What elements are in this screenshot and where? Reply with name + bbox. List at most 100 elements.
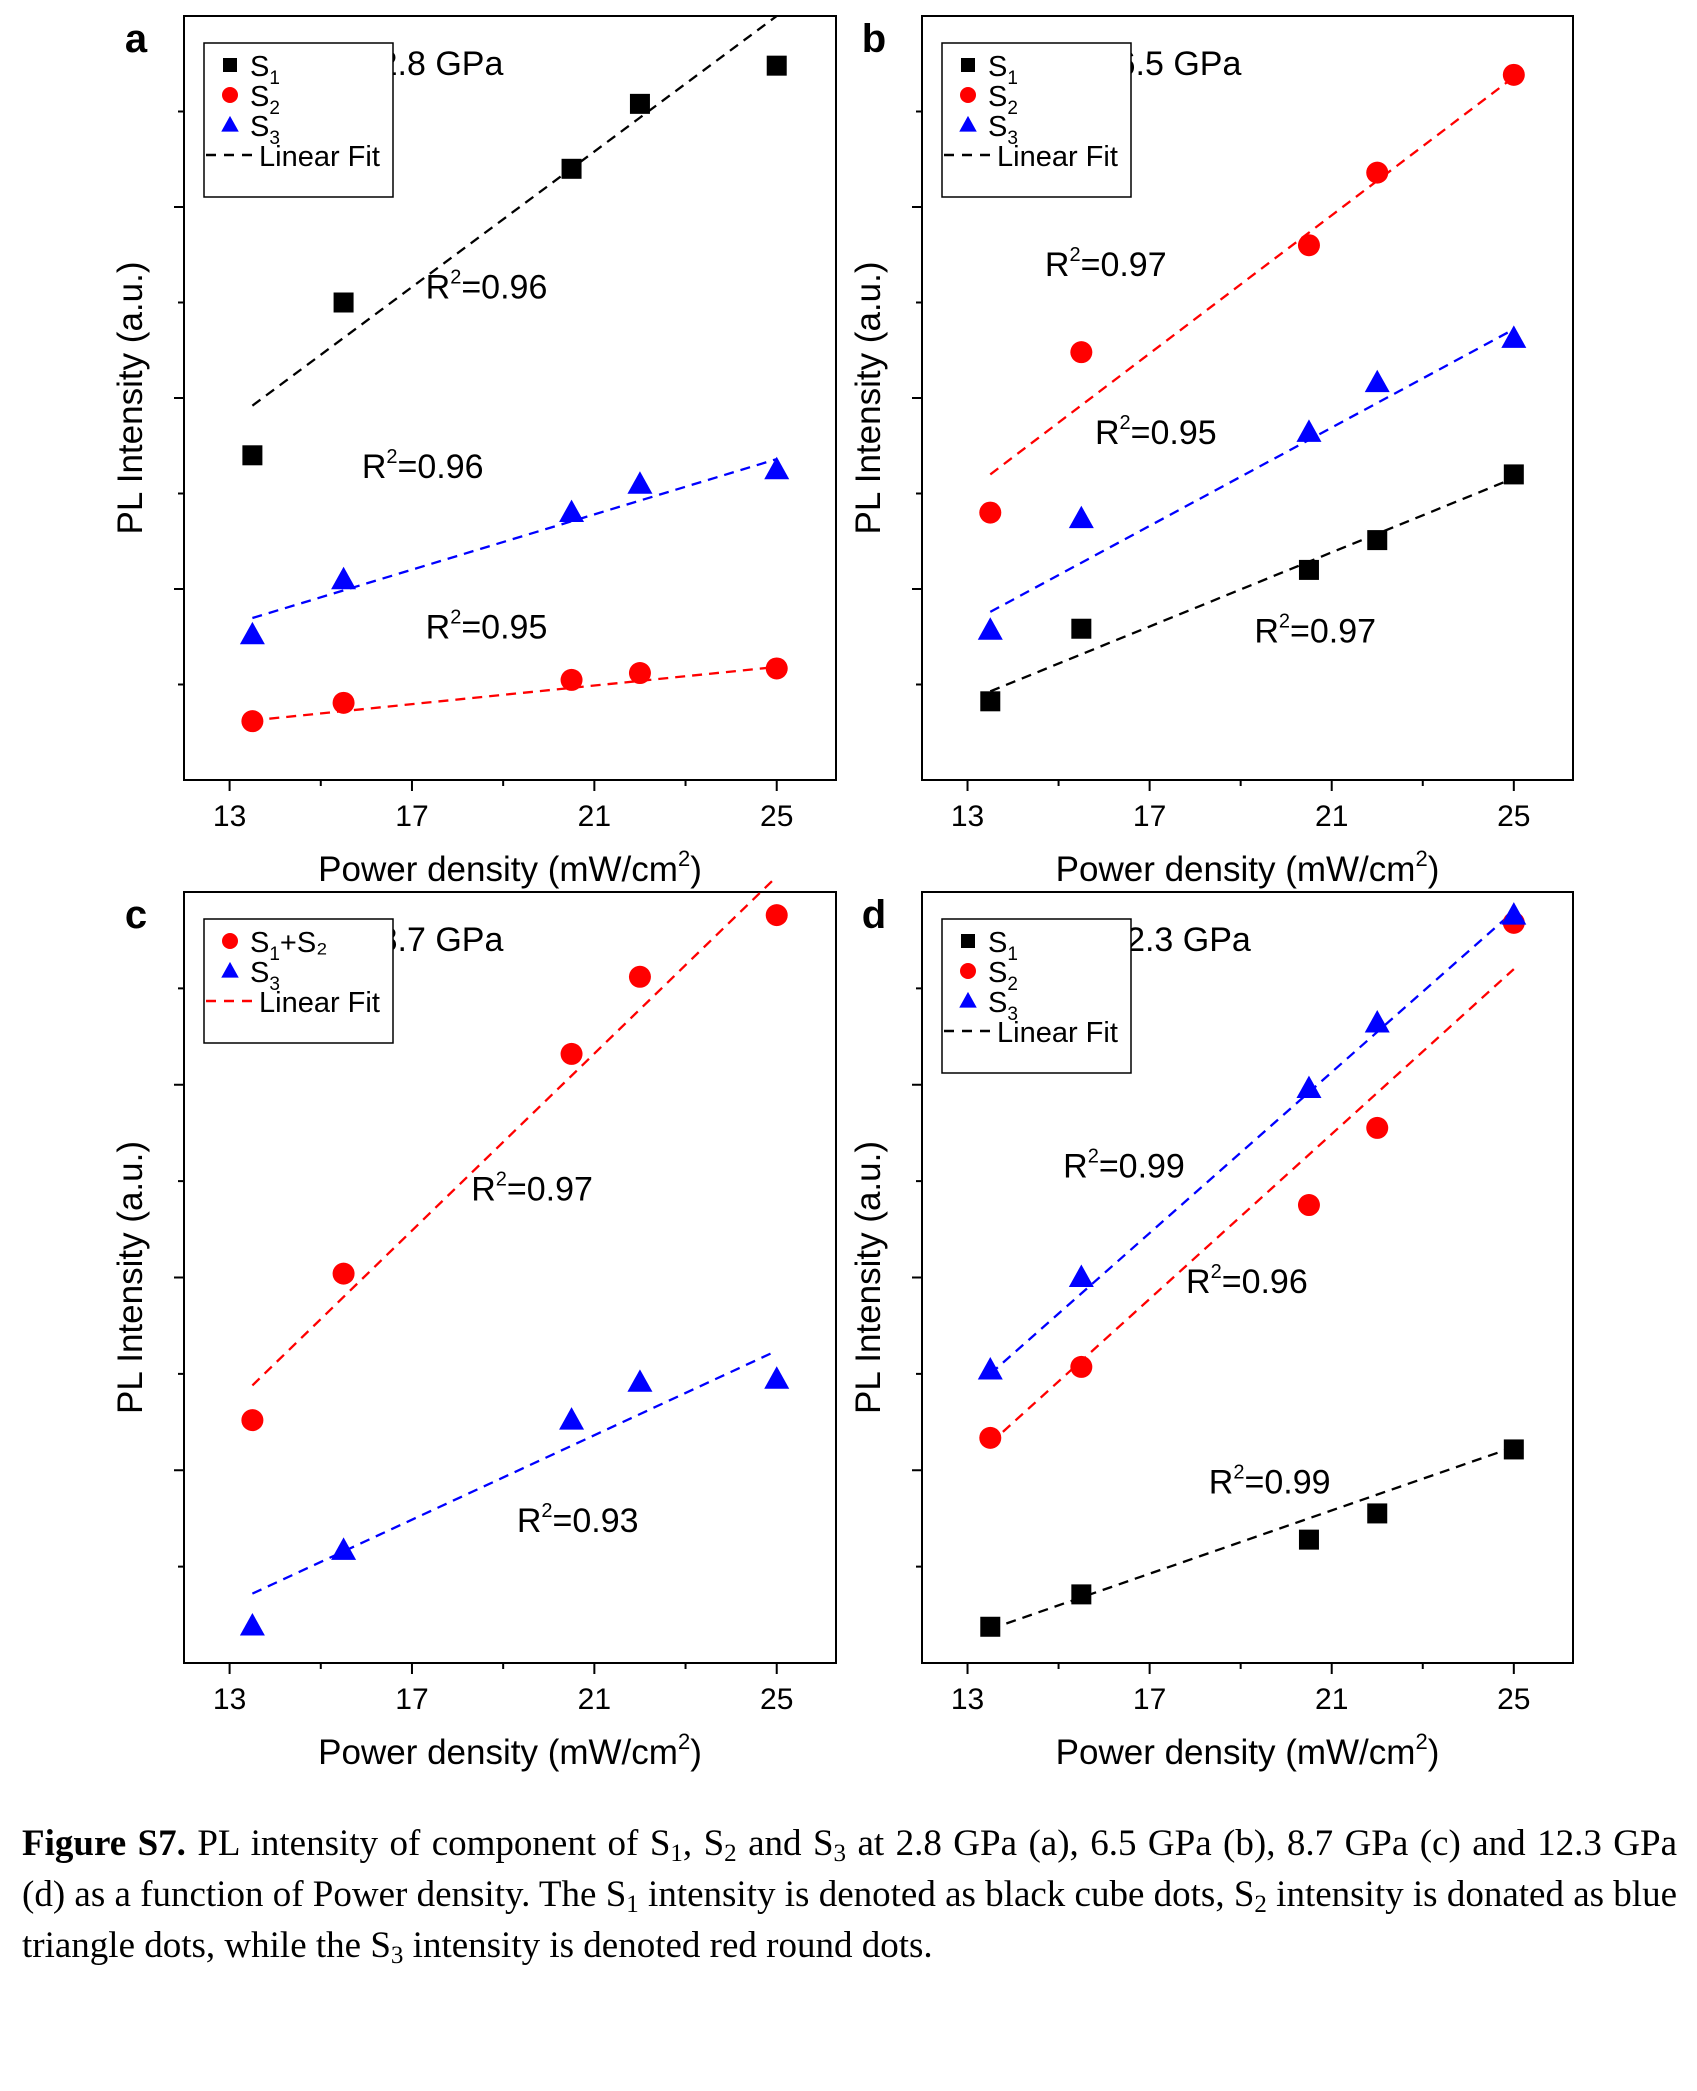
pressure-label: 2.8 GPa	[379, 45, 504, 83]
data-point-s3	[977, 1357, 1003, 1380]
data-point-s3	[1501, 902, 1527, 925]
data-point-s2	[1070, 1355, 1093, 1378]
legend-entry: S2	[250, 81, 280, 119]
fit-line-s1-s2	[251, 875, 778, 1387]
data-point-s3	[1364, 369, 1390, 393]
legend-entry: S3	[250, 957, 280, 995]
legend-entry: Linear Fit	[997, 1017, 1118, 1049]
caption-subscript: 2	[724, 1840, 737, 1867]
data-point-s2	[979, 1426, 1002, 1449]
x-tick-label: 21	[1315, 1683, 1348, 1716]
caption-label: Figure S7.	[22, 1823, 186, 1864]
panel-b: 13 17 21 25 Power density (mW/cm2) PL Intensi…	[849, 15, 1574, 889]
data-point-s3	[559, 499, 585, 523]
fit-line-s2	[252, 665, 777, 722]
x-tick-label: 21	[578, 800, 611, 833]
data-point-s1	[980, 1616, 1001, 1637]
data-point-s1	[333, 292, 354, 313]
legend-marker	[961, 934, 975, 948]
fit-line-s3	[989, 910, 1515, 1375]
data-point-s3	[764, 456, 790, 480]
r2-label: R2=0.95	[1095, 412, 1217, 452]
x-axis-label: Power density (mW/cm2)	[1056, 1729, 1440, 1772]
x-tick-label: 17	[395, 1683, 428, 1716]
y-axis-label: PL Intensity (a.u.)	[849, 262, 888, 535]
data-point-s1	[980, 691, 1001, 712]
panel-a: 13 17 21 25 Power density (mW/cm2) PL Intensi…	[111, 15, 837, 889]
legend-entry: S1	[250, 51, 280, 89]
x-axis-label: Power density (mW/cm2)	[318, 1729, 702, 1772]
caption-subscript: 1	[626, 1891, 639, 1918]
x-tick-label: 21	[1315, 800, 1348, 833]
data-point-s1	[561, 158, 582, 179]
r2-label: R2=0.93	[517, 1500, 639, 1540]
panel-label: d	[862, 893, 886, 937]
x-tick-label: 13	[213, 800, 246, 833]
data-point-s2	[1502, 63, 1525, 86]
data-point-s3	[1068, 1264, 1094, 1287]
fit-line-s3	[989, 328, 1515, 613]
figure-s7: 13 17 21 25 Power density (mW/cm2) PL Intensi…	[111, 15, 1574, 1772]
legend-entry: S2	[988, 957, 1018, 995]
data-point-s2	[1366, 161, 1389, 184]
data-point-s2	[1366, 1116, 1389, 1139]
data-point-s3	[1501, 325, 1527, 348]
data-point-s1-s2	[332, 1262, 355, 1285]
x-tick-label: 25	[1497, 1683, 1530, 1716]
legend-entry: S1	[988, 927, 1018, 965]
data-point-s3	[239, 1612, 265, 1636]
data-point-s1-s2	[765, 904, 788, 927]
x-tick-label: 17	[1133, 1683, 1166, 1716]
panel-label: a	[125, 17, 148, 61]
data-point-s1	[1071, 1584, 1092, 1605]
panel-label: b	[862, 17, 886, 61]
x-tick-label: 25	[1497, 800, 1530, 833]
fit-line-s3	[251, 1349, 778, 1595]
data-point-s3	[1068, 505, 1094, 529]
caption-text: PL intensity of component of S1, S2 and …	[22, 1823, 1678, 1969]
caption-subscript: 2	[1254, 1891, 1267, 1918]
data-point-s1	[1071, 618, 1092, 639]
data-point-s1	[1503, 1439, 1524, 1460]
data-point-s2	[560, 668, 583, 691]
data-point-s3	[331, 566, 357, 590]
figure-caption: Figure S7. PL intensity of component of …	[22, 1818, 1677, 1971]
data-point-s1	[242, 445, 263, 466]
r2-label: R2=0.97	[1045, 244, 1167, 284]
panel-d: 13 17 21 25 Power density (mW/cm2) PL Intensi…	[849, 891, 1574, 1772]
legend-marker	[221, 961, 239, 978]
data-point-s1	[1298, 1529, 1319, 1550]
data-point-s3	[1296, 419, 1322, 442]
x-tick-label: 25	[760, 1683, 793, 1716]
legend-marker	[960, 87, 976, 103]
r2-label: R2=0.97	[471, 1168, 593, 1208]
legend-entry: Linear Fit	[997, 141, 1118, 173]
data-point-s3	[1364, 1010, 1390, 1033]
data-point-s2	[765, 657, 788, 680]
legend-entry: S1	[988, 51, 1018, 89]
r2-label: R2=0.97	[1254, 610, 1376, 650]
legend-entry: S2	[988, 81, 1018, 119]
x-tick-label: 21	[578, 1683, 611, 1716]
data-point-s2	[628, 662, 651, 685]
data-point-s3	[627, 471, 653, 494]
legend-entry: S1+S₂	[250, 927, 327, 965]
legend-entry: S3	[988, 987, 1018, 1025]
data-point-s3	[1296, 1075, 1322, 1099]
legend-entry: S3	[250, 111, 280, 149]
caption-subscript: 3	[390, 1942, 404, 1969]
data-point-s2	[979, 501, 1002, 524]
fit-line-s3	[252, 458, 778, 620]
legend-marker	[222, 87, 238, 103]
pressure-label: 8.7 GPa	[379, 921, 504, 959]
x-axis-label: Power density (mW/cm2)	[1056, 846, 1440, 889]
x-tick-label: 17	[1133, 800, 1166, 833]
legend-marker	[221, 115, 239, 132]
data-point-s2	[1297, 234, 1320, 257]
r2-label: R2=0.99	[1209, 1461, 1331, 1501]
legend-marker	[223, 58, 237, 72]
legend-entry: S3	[988, 111, 1018, 149]
legend-marker	[959, 115, 977, 132]
data-point-s1	[1298, 559, 1319, 580]
